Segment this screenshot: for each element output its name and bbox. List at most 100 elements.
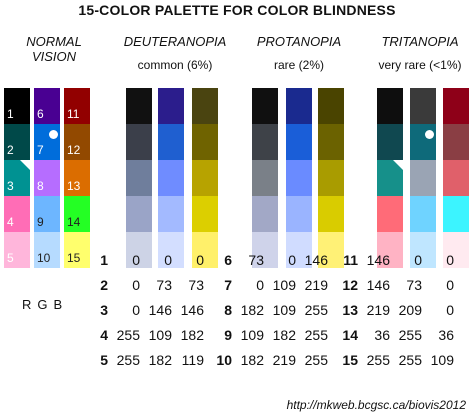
protanopia-swatch-2-3: [286, 160, 312, 196]
swatch-number: 4: [7, 215, 14, 229]
rgb-red-value: 0: [256, 277, 264, 293]
tritanopia-swatch-2-2: [410, 124, 436, 160]
rgb-red-value: 73: [248, 252, 264, 268]
rgb-index: 5: [100, 352, 108, 368]
rgb-red-value: 0: [132, 302, 140, 318]
deuteranopia-swatch-3-2: [192, 124, 218, 160]
rgb-green-value: 109: [272, 277, 296, 293]
swatch-number: 7: [37, 143, 44, 157]
deuteranopia-swatch-1-1: [126, 88, 152, 124]
footer-url: http://mkweb.bcgsc.ca/biovis2012: [286, 398, 466, 412]
swatch-number: 2: [7, 143, 14, 157]
rgb-blue-value: 0: [196, 252, 204, 268]
rgb-green-value: 182: [148, 352, 172, 368]
swatch-number: 3: [7, 179, 14, 193]
rgb-index: 15: [342, 352, 358, 368]
deuteranopia-swatch-3-1: [192, 88, 218, 124]
marker-triangle-icon: [20, 160, 30, 170]
protanopia-swatch-1-2: [252, 124, 278, 160]
tritanopia-swatch-2-5: [410, 232, 436, 268]
rgb-blue-value: 0: [446, 277, 454, 293]
rgb-blue-value: 182: [180, 327, 204, 343]
marker-dot-icon: [49, 130, 58, 139]
rgb-green-value: 0: [164, 252, 172, 268]
marker-dot-icon: [425, 130, 434, 139]
rgb-index: 1: [100, 252, 108, 268]
rgb-red-value: 0: [132, 277, 140, 293]
normal-swatch-12: 12: [64, 124, 90, 160]
deuteranopia-swatch-1-2: [126, 124, 152, 160]
rgb-index: 12: [342, 277, 358, 293]
rgb-blue-value: 36: [438, 327, 454, 343]
normal-vision-heading: NORMAL VISION: [26, 34, 82, 64]
deuteranopia-swatch-2-5: [158, 232, 184, 268]
deuteranopia-swatch-3-3: [192, 160, 218, 196]
rgb-index: 8: [224, 302, 232, 318]
protanopia-swatch-3-3: [318, 160, 344, 196]
rgb-index: 6: [224, 252, 232, 268]
rgb-green-value: 146: [148, 302, 172, 318]
tritanopia-swatch-2-3: [410, 160, 436, 196]
deuteranopia-swatch-2-3: [158, 160, 184, 196]
swatch-number: 15: [67, 251, 81, 265]
rgb-blue-value: 255: [304, 302, 328, 318]
protanopia-swatch-1-5: [252, 232, 278, 268]
tritanopia-swatch-3-5: [443, 232, 469, 268]
rgb-index: 11: [343, 252, 358, 268]
rgb-blue-value: 146: [180, 302, 204, 318]
deuteranopia-swatch-1-5: [126, 232, 152, 268]
protanopia-subheading: rare (2%): [273, 58, 324, 72]
rgb-green-value: 0: [288, 252, 296, 268]
rgb-index: 2: [100, 277, 108, 293]
deuteranopia-swatch-2-1: [158, 88, 184, 124]
swatch-number: 11: [67, 107, 80, 121]
rgb-red-value: 255: [116, 327, 140, 343]
deuteranopia-swatch-2-2: [158, 124, 184, 160]
tritanopia-swatch-1-2: [377, 124, 403, 160]
rgb-blue-value: 0: [446, 252, 454, 268]
normal-swatch-1: 1: [4, 88, 30, 124]
swatch-number: 1: [7, 107, 14, 121]
rgb-red-value: 146: [366, 252, 390, 268]
rgb-index: 9: [224, 327, 232, 343]
deuteranopia-heading: DEUTERANOPIA: [123, 34, 227, 49]
deuteranopia-swatch-1-3: [126, 160, 152, 196]
rgb-red-value: 219: [366, 302, 390, 318]
tritanopia-swatch-1-4: [377, 196, 403, 232]
tritanopia-swatch-1-1: [377, 88, 403, 124]
swatch-number: 13: [67, 179, 81, 193]
tritanopia-swatch-3-2: [443, 124, 469, 160]
swatch-number: 9: [37, 215, 44, 229]
tritanopia-swatch-3-4: [443, 196, 469, 232]
rgb-index: 7: [224, 277, 232, 293]
swatch-number: 5: [7, 251, 14, 265]
protanopia-swatch-3-5: [318, 232, 344, 268]
tritanopia-swatch-2-4: [410, 196, 436, 232]
rgb-red-value: 146: [366, 277, 390, 293]
rgb-blue-value: 219: [304, 277, 328, 293]
normal-swatch-5: 5: [4, 232, 30, 268]
tritanopia-swatch-3-3: [443, 160, 469, 196]
rgb-blue-value: 73: [188, 277, 204, 293]
protanopia-swatch-3-2: [318, 124, 344, 160]
rgb-index: 10: [216, 352, 232, 368]
rgb-red-value: 109: [240, 327, 264, 343]
protanopia-swatch-2-5: [286, 232, 312, 268]
protanopia-swatch-1-1: [252, 88, 278, 124]
deuteranopia-subheading: common (6%): [137, 58, 213, 72]
rgb-green-value: 0: [414, 252, 422, 268]
deuteranopia-swatch-3-4: [192, 196, 218, 232]
tritanopia-heading: TRITANOPIA: [381, 34, 459, 49]
rgb-index: 3: [100, 302, 108, 318]
protanopia-swatch-1-3: [252, 160, 278, 196]
rgb-green-value: 219: [272, 352, 296, 368]
protanopia-swatch-3-4: [318, 196, 344, 232]
rgb-green-value: 255: [398, 327, 422, 343]
rgb-green-value: 182: [272, 327, 296, 343]
deuteranopia-swatch-2-4: [158, 196, 184, 232]
protanopia-swatch-2-2: [286, 124, 312, 160]
protanopia-swatch-3-1: [318, 88, 344, 124]
protanopia-swatch-1-4: [252, 196, 278, 232]
deuteranopia-swatch-1-4: [126, 196, 152, 232]
normal-swatch-14: 14: [64, 196, 90, 232]
